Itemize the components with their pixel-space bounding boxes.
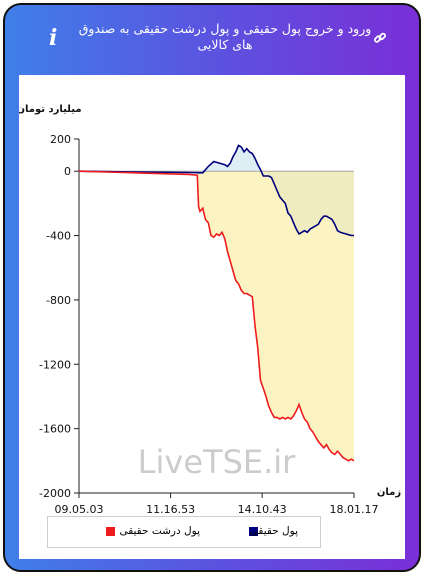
area-haghighi-negative (263, 171, 354, 236)
card-header: i ورود و خروج پول حقیقی و پول درشت حقیقی… (5, 5, 419, 75)
y-tick-label: 200 (50, 133, 71, 146)
y-tick-label: -800 (46, 294, 71, 307)
series-line-haghighi (78, 144, 354, 237)
chart-card: i ورود و خروج پول حقیقی و پول درشت حقیقی… (3, 3, 421, 572)
legend-label-dorosht: پول درشت حقیقی (119, 525, 200, 537)
area-between-series (197, 171, 354, 461)
legend-swatch-dorosht (106, 527, 115, 536)
chart-panel: 200 0 -400 -800 -1200 -1600 -2000 09.05.03 11.16… (16, 75, 405, 559)
info-icon[interactable]: i (49, 25, 58, 51)
y-tick-label: 0 (64, 165, 71, 178)
y-tick-label: -1200 (39, 358, 71, 371)
legend-label-haghighi: پول حقیقی (249, 525, 298, 537)
x-tick-label: 14.10.43 (238, 503, 287, 516)
area-haghighi-positive (205, 145, 266, 172)
chart-title: ورود و خروج پول حقیقی و پول درشت حقیقی ب… (78, 21, 372, 52)
watermark: LiveTSE.ir (138, 443, 296, 481)
series-line-dorosht (78, 170, 355, 462)
y-tick-label: -400 (46, 230, 71, 243)
link-icon[interactable] (373, 31, 387, 45)
legend-swatch-haghighi (249, 527, 258, 536)
line-chart: 200 0 -400 -800 -1200 -1600 -2000 09.05.03 11.16… (16, 104, 401, 516)
x-axis-label: زمان (377, 487, 401, 498)
x-tick-label: 11.16.53 (146, 503, 195, 516)
y-tick-label: -1600 (39, 423, 71, 436)
chart-legend: پول حقیقی پول درشت حقیقی (47, 516, 321, 548)
y-tick-label: -2000 (39, 487, 71, 500)
x-tick-label: 18.01.17 (330, 503, 379, 516)
y-axis-label: میلیارد تومان (19, 104, 82, 115)
x-tick-label: 09.05.03 (55, 503, 104, 516)
